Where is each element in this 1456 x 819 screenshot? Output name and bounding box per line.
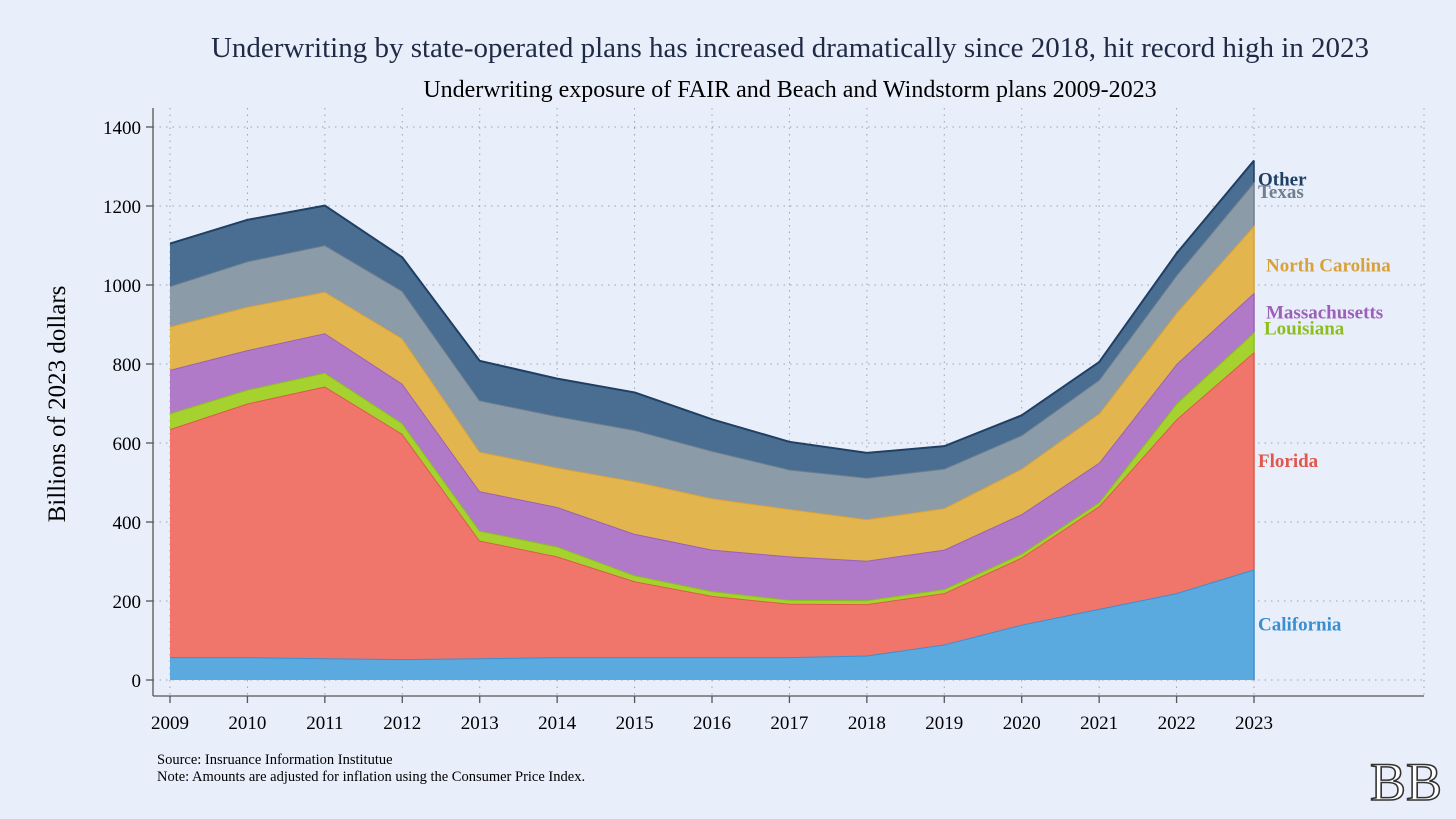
y-axis-label: Billions of 2023 dollars	[44, 286, 71, 523]
series-label-texas: Texas	[1258, 182, 1304, 203]
area-california	[170, 569, 1254, 680]
x-tick-label-2016: 2016	[693, 713, 731, 734]
axes: 0 200 400 600 800 1000 1200 1400 2009 2010 2011 201…	[103, 108, 1424, 734]
y-tick-label-800: 800	[113, 355, 142, 376]
chart-title: Underwriting by state-operated plans has…	[211, 32, 1369, 64]
area-series	[169, 159, 1255, 680]
y-tick-label-400: 400	[113, 513, 142, 534]
series-label-california: California	[1258, 615, 1342, 636]
y-tick-label-200: 200	[113, 592, 142, 613]
source-note: Source: Insruance Information Institutue	[157, 752, 393, 768]
x-tick-label-2018: 2018	[848, 713, 886, 734]
x-tick-label-2014: 2014	[538, 713, 577, 734]
chart-subtitle: Underwriting exposure of FAIR and Beach …	[423, 77, 1156, 103]
y-tick-label-1400: 1400	[103, 118, 141, 139]
x-tick-label-2021: 2021	[1080, 713, 1118, 734]
x-tick-label-2020: 2020	[1003, 713, 1041, 734]
series-label-north-carolina: North Carolina	[1266, 255, 1391, 276]
x-tick-label-2009: 2009	[151, 713, 189, 734]
series-label-louisiana: Louisiana	[1264, 318, 1345, 339]
series-label-massachusetts: Massachusetts	[1266, 303, 1383, 324]
x-tick-label-2013: 2013	[461, 713, 499, 734]
series-label-other: Other	[1258, 169, 1307, 190]
x-tick-label-2010: 2010	[228, 713, 266, 734]
inflation-note: Note: Amounts are adjusted for inflation…	[157, 769, 585, 785]
y-tick-label-1200: 1200	[103, 197, 141, 218]
bb-logo: BB	[1370, 752, 1442, 812]
x-tick-label-2019: 2019	[925, 713, 963, 734]
y-tick-label-1000: 1000	[103, 276, 141, 297]
x-tick-label-2011: 2011	[306, 713, 343, 734]
y-tick-label-600: 600	[113, 434, 142, 455]
series-label-florida: Florida	[1258, 451, 1319, 472]
x-tick-label-2022: 2022	[1158, 713, 1196, 734]
x-tick-label-2015: 2015	[616, 713, 654, 734]
area-edge-other	[169, 159, 1255, 454]
x-tick-label-2023: 2023	[1235, 713, 1273, 734]
x-tick-label-2012: 2012	[383, 713, 421, 734]
y-tick-label-0: 0	[132, 671, 142, 692]
x-tick-label-2017: 2017	[770, 713, 808, 734]
area-florida	[170, 352, 1254, 660]
